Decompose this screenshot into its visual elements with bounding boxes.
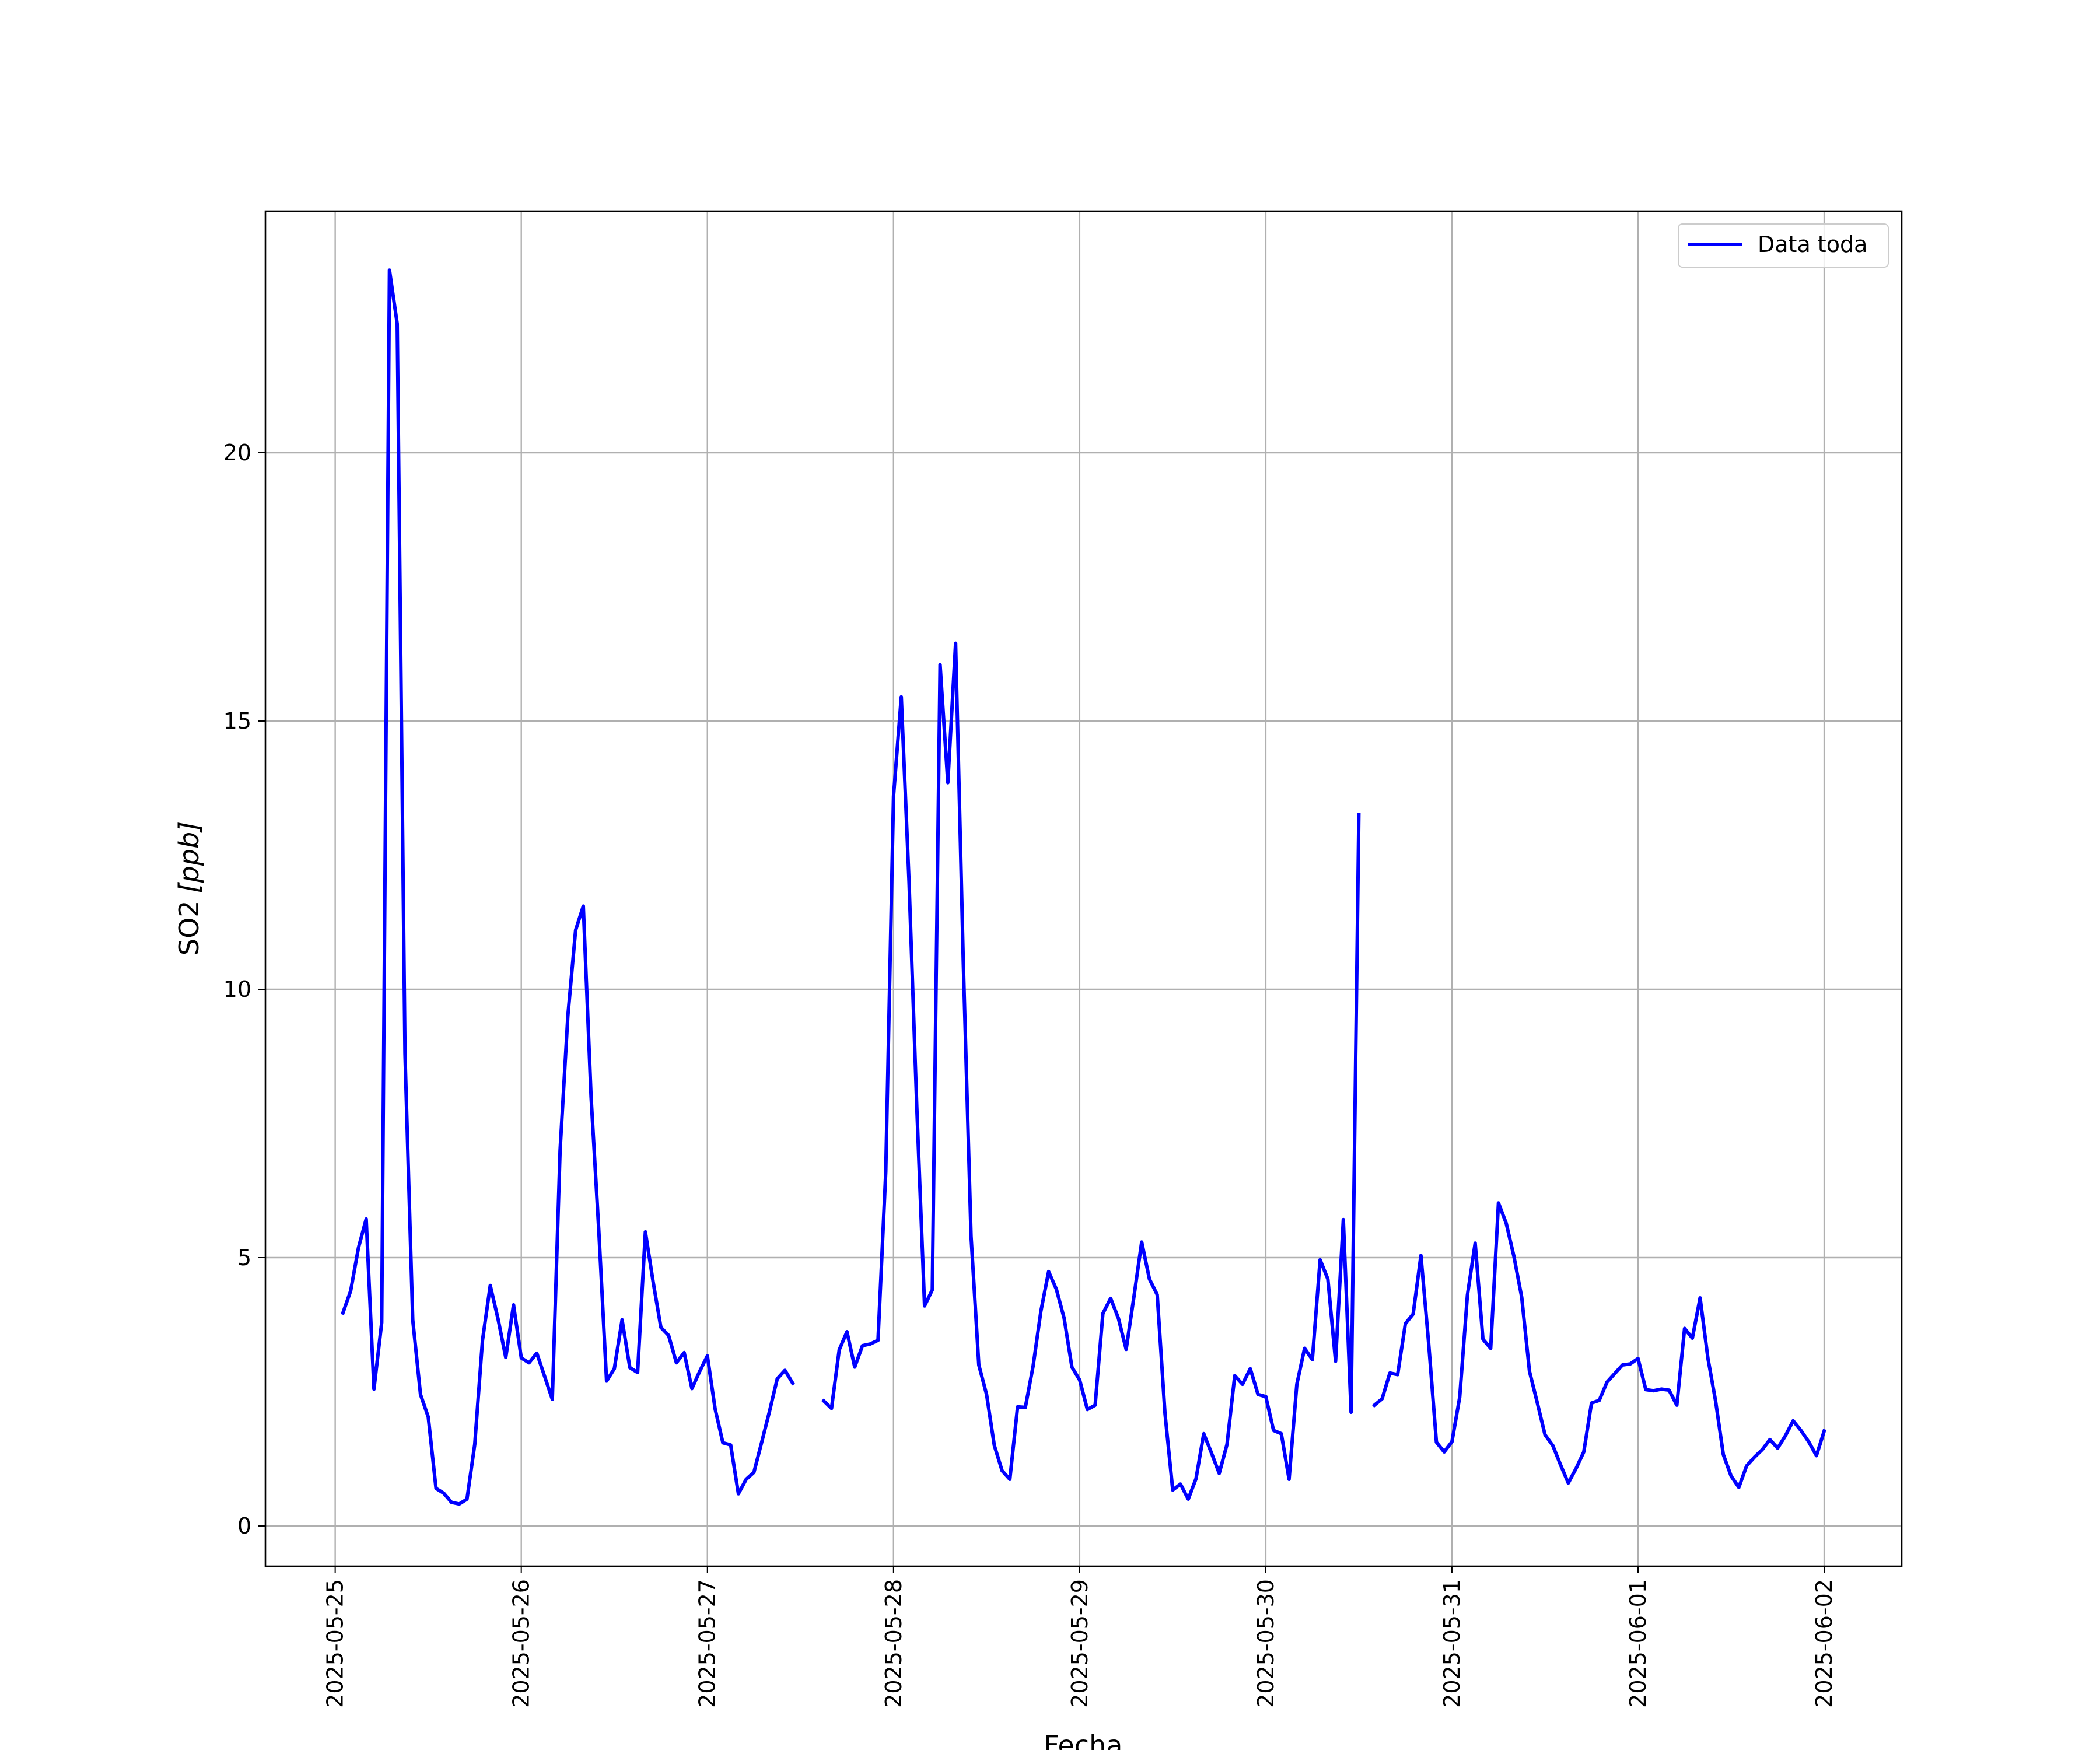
- y-tick-label: 15: [223, 708, 251, 734]
- y-tick-label: 10: [223, 977, 251, 1002]
- x-tick-label: 2025-05-25: [323, 1579, 348, 1708]
- x-tick-label: 2025-05-29: [1067, 1579, 1093, 1708]
- x-tick-label: 2025-05-30: [1253, 1579, 1279, 1708]
- plot-frame: [264, 210, 1903, 1567]
- y-axis-title: SO2 [ppb]: [173, 821, 205, 956]
- series-layer: [341, 268, 1826, 1506]
- y-tick-label: 0: [237, 1513, 251, 1539]
- y-tick-label: 5: [237, 1245, 251, 1270]
- grid-lines: [265, 211, 1902, 1566]
- x-tick-label: 2025-06-01: [1625, 1579, 1651, 1708]
- x-tick-label: 2025-05-31: [1439, 1579, 1465, 1708]
- x-axis-title: Fecha: [1044, 1730, 1123, 1750]
- y-axis-title-unit: [ppb]: [173, 821, 205, 894]
- legend-box: [1678, 223, 1889, 268]
- x-axis: 2025-05-25 2025-05-26 2025-05-27 2025-05-28…: [323, 1566, 1837, 1708]
- x-tick-label: 2025-06-02: [1811, 1579, 1837, 1708]
- x-tick-label: 2025-05-27: [695, 1579, 720, 1708]
- series-line-segment: [821, 641, 1361, 1501]
- x-tick-label: 2025-05-26: [509, 1579, 534, 1708]
- y-axis: 0 5 10 15 20: [223, 440, 265, 1539]
- legend: Data toda: [1678, 223, 1889, 268]
- x-tick-label: 2025-05-28: [881, 1579, 907, 1708]
- series-line-segment: [341, 268, 796, 1506]
- legend-label: Data toda: [1758, 232, 1867, 257]
- series-line-segment: [1371, 1201, 1826, 1489]
- y-tick-label: 20: [223, 440, 251, 466]
- y-axis-title-name: SO2: [173, 900, 205, 956]
